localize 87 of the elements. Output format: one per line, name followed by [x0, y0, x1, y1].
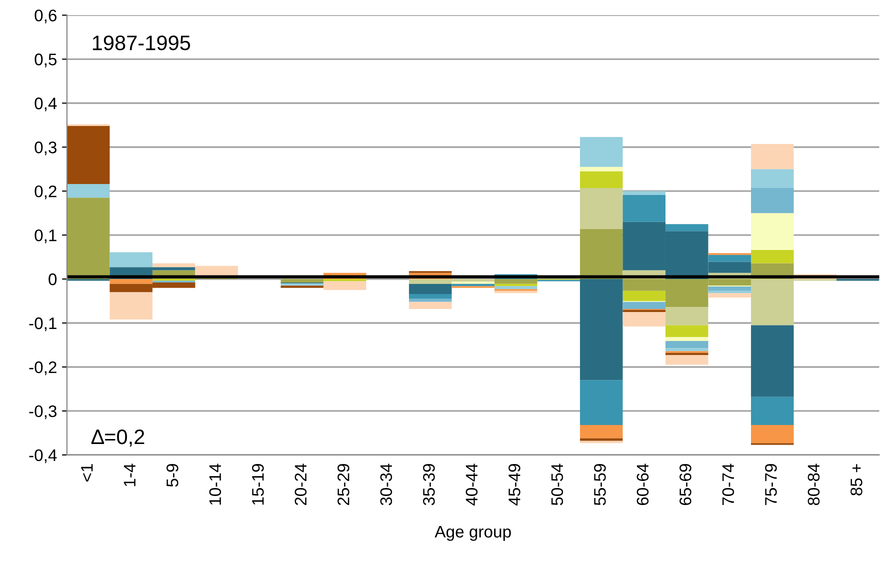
- bar: [452, 284, 494, 286]
- bar: [494, 284, 538, 286]
- bar: [622, 310, 666, 312]
- bar: [708, 290, 751, 294]
- bar: [580, 425, 623, 438]
- x-tick-label: 10-14: [209, 464, 222, 505]
- y-tick-label: 0,5: [34, 54, 57, 68]
- bar: [580, 380, 623, 426]
- bar: [494, 286, 538, 290]
- bar: [580, 440, 623, 444]
- x-tick-label: 35-39: [423, 464, 435, 506]
- bar: [580, 188, 623, 229]
- bar: [580, 136, 623, 167]
- bar: [408, 298, 452, 302]
- x-tick-label: 55-59: [594, 464, 606, 506]
- bar: [750, 188, 794, 214]
- y-tick-label: -0,2: [29, 361, 56, 376]
- bar: [408, 302, 452, 309]
- bar: [665, 325, 708, 338]
- x-tick-label: 40-44: [466, 464, 478, 506]
- bar: [622, 312, 666, 327]
- x-tick-label: 30-34: [380, 464, 392, 506]
- bar: [110, 279, 152, 284]
- bar: [750, 325, 794, 397]
- bar: [580, 279, 623, 380]
- bar: [708, 254, 751, 262]
- bar: [622, 191, 666, 196]
- bar: [750, 213, 794, 250]
- x-tick-label: 65-69: [680, 464, 692, 506]
- y-tick-label: 0,3: [34, 142, 57, 156]
- x-tick-label: 85 +: [850, 464, 862, 496]
- x-tick-label: 45-49: [508, 464, 520, 506]
- bar: [494, 279, 538, 284]
- x-tick-label: 20-24: [294, 464, 307, 506]
- x-tick-label: 75-79: [765, 464, 777, 506]
- bar: [408, 294, 452, 299]
- x-tick-label: 25-29: [338, 464, 350, 506]
- bar: [750, 250, 794, 264]
- bar: [494, 290, 538, 294]
- bar: [66, 184, 110, 198]
- y-tick-label: 0,2: [34, 185, 56, 200]
- bar: [750, 144, 794, 170]
- bar: [66, 126, 110, 184]
- x-axis-title: Age group: [434, 526, 511, 541]
- y-tick-label: -0,1: [29, 317, 56, 332]
- bar: [408, 284, 452, 294]
- bar: [750, 396, 794, 426]
- x-tick-label: 50-54: [551, 464, 564, 506]
- bar: [665, 337, 708, 342]
- bar: [665, 307, 708, 326]
- y-tick-label: -0,4: [29, 449, 57, 464]
- y-tick-label: 0: [48, 273, 57, 286]
- bar: [280, 283, 324, 286]
- bar: [665, 341, 708, 348]
- bar: [110, 292, 152, 320]
- y-tick-label: 0,6: [34, 10, 57, 24]
- bar: [708, 293, 751, 298]
- bar: [280, 279, 324, 283]
- bar: [622, 195, 666, 222]
- bar: [580, 438, 623, 441]
- y-tick-label: 0,1: [34, 229, 56, 244]
- bar: [665, 348, 708, 352]
- bar: [750, 425, 794, 444]
- x-tick-label: 15-19: [252, 464, 264, 505]
- y-tick-label: -0,3: [29, 405, 57, 420]
- y-tick-label: 0,4: [34, 98, 57, 112]
- x-tick-label: <1: [81, 464, 93, 482]
- x-tick-label: 70-74: [722, 464, 734, 506]
- bar: [665, 224, 708, 232]
- bar: [665, 355, 708, 365]
- x-tick-label: 5-9: [166, 464, 178, 487]
- x-tick-label: 60-64: [636, 464, 649, 506]
- bar: [323, 281, 366, 290]
- bar: [622, 290, 666, 302]
- bar: [622, 302, 666, 309]
- x-tick-label: 1-4: [124, 464, 136, 486]
- bar: [580, 171, 623, 188]
- bar: [580, 166, 623, 172]
- bar: [708, 286, 751, 291]
- annotation: ∆=0,2: [91, 429, 144, 447]
- bar: [750, 169, 794, 188]
- bar: [665, 352, 708, 356]
- bar: [66, 198, 110, 280]
- bar: [580, 228, 623, 280]
- bar: [110, 252, 152, 268]
- x-tick-label: 80-84: [808, 464, 820, 506]
- annotation: 1987-1995: [92, 36, 190, 50]
